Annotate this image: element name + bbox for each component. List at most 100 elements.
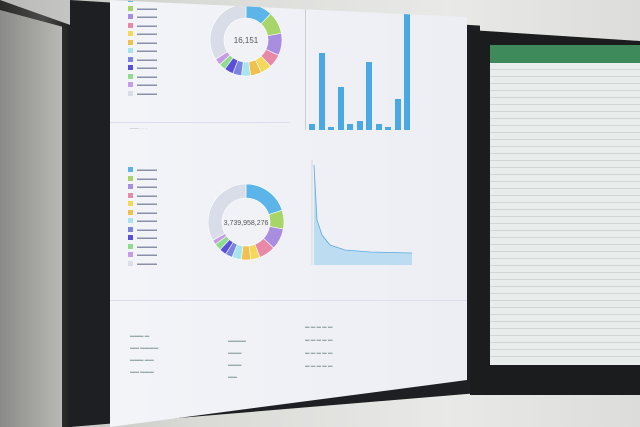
legend-swatch bbox=[128, 48, 133, 54]
legend-item: ▬▬▬▬ bbox=[128, 243, 157, 252]
bar bbox=[394, 99, 401, 130]
donut-segment bbox=[208, 183, 247, 241]
donut-center-value: 16,151 bbox=[234, 36, 259, 45]
spreadsheet-row bbox=[490, 350, 640, 357]
table-middle: ▬▬▬▬ ▬▬▬ ▬▬▬ ▬▬ bbox=[228, 338, 246, 379]
spreadsheet-row bbox=[490, 343, 640, 350]
donut-chart-top: 16,151 bbox=[209, 3, 283, 77]
bar bbox=[385, 126, 391, 130]
legend-item: ▬▬▬▬ bbox=[128, 5, 157, 14]
legend-item: ▬▬▬▬ bbox=[128, 251, 157, 260]
spreadsheet-row bbox=[490, 63, 640, 70]
legend-swatch bbox=[128, 14, 133, 20]
legend-item: ▬▬▬▬ bbox=[128, 22, 157, 31]
bar bbox=[404, 6, 410, 130]
donut-chart-bottom: 3,739,958,276 bbox=[208, 183, 285, 261]
spreadsheet-row bbox=[490, 119, 640, 126]
donut-segment bbox=[209, 3, 247, 60]
legend-item: ▬▬▬▬ bbox=[128, 0, 157, 5]
area-series bbox=[314, 165, 412, 265]
legend-item: ▬▬▬▬ bbox=[128, 183, 157, 192]
legend-swatch bbox=[128, 252, 133, 258]
spreadsheet-ribbon bbox=[490, 45, 640, 63]
legend-item: ▬▬▬▬ bbox=[128, 217, 157, 226]
bar bbox=[366, 61, 372, 130]
spreadsheet-row bbox=[490, 77, 640, 84]
legend-item: ▬▬▬▬ bbox=[128, 73, 157, 82]
spreadsheet-row bbox=[490, 224, 640, 231]
bar bbox=[375, 123, 382, 130]
spreadsheet-row bbox=[490, 329, 640, 336]
legend-bottom: ▬▬▬▬ ▬▬▬▬ ▬▬▬▬ ▬▬▬▬ ▬▬▬▬ ▬▬▬▬ ▬▬▬▬ ▬▬▬▬ ▬▬▬▬ ▬▬▬▬… bbox=[128, 166, 157, 268]
spreadsheet-row bbox=[490, 252, 640, 259]
spreadsheet-row bbox=[490, 259, 640, 266]
legend-swatch bbox=[128, 167, 133, 173]
donut-segment bbox=[245, 183, 283, 215]
legend-item: ▬▬▬▬ bbox=[128, 13, 157, 22]
spreadsheet-row bbox=[490, 294, 640, 301]
spreadsheet-row bbox=[490, 175, 640, 182]
spreadsheet-row bbox=[490, 98, 640, 105]
legend-swatch bbox=[128, 73, 133, 79]
spreadsheet-row bbox=[490, 126, 640, 133]
legend-swatch bbox=[128, 201, 133, 207]
legend-swatch bbox=[128, 192, 133, 198]
legend-item: ▬▬▬▬ bbox=[128, 39, 157, 48]
spreadsheet-row bbox=[490, 105, 640, 112]
legend-swatch bbox=[128, 90, 133, 96]
bar bbox=[356, 120, 363, 130]
legend-swatch bbox=[128, 31, 133, 37]
legend-swatch bbox=[128, 184, 133, 190]
spreadsheet-screen bbox=[490, 45, 640, 365]
spreadsheet-row bbox=[490, 280, 640, 287]
spreadsheet-row bbox=[490, 203, 640, 210]
bar bbox=[347, 123, 353, 130]
section-label: —— · · · bbox=[130, 126, 148, 131]
legend-swatch bbox=[128, 226, 133, 232]
area-chart bbox=[311, 160, 413, 265]
legend-swatch bbox=[128, 65, 133, 71]
legend-item: ▬▬▬▬ bbox=[128, 175, 157, 184]
table-right: ▬ ▬ ▬ ▬ ▬ ▬ ▬ ▬ ▬ ▬ ▬ ▬ ▬ ▬ ▬ ▬ ▬ ▬ ▬ ▬ bbox=[305, 324, 333, 368]
legend-item: ▬▬▬▬ bbox=[128, 47, 157, 56]
spreadsheet-row bbox=[490, 84, 640, 91]
bar-chart bbox=[305, 0, 415, 132]
spreadsheet-row bbox=[490, 238, 640, 245]
legend-item: ▬▬▬▬ bbox=[128, 30, 157, 39]
legend-item: ▬▬▬▬ bbox=[128, 260, 157, 269]
legend-swatch bbox=[128, 0, 133, 3]
donut-center-value: 3,739,958,276 bbox=[224, 220, 269, 227]
legend-swatch bbox=[128, 260, 133, 266]
legend-swatch bbox=[128, 56, 133, 62]
legend-item: ▬▬▬▬ bbox=[128, 90, 157, 99]
bar bbox=[337, 86, 344, 130]
spreadsheet-row bbox=[490, 168, 640, 175]
spreadsheet-row bbox=[490, 196, 640, 203]
spreadsheet-row bbox=[490, 217, 640, 224]
dashboard-screen: ▬▬▬▬ ▬▬▬▬ ▬▬▬▬ ▬▬▬▬ ▬▬▬▬ ▬▬▬▬ ▬▬▬▬ ▬▬▬▬ ▬▬▬▬ ▬▬▬▬… bbox=[110, 0, 467, 427]
spreadsheet-row bbox=[490, 273, 640, 280]
spreadsheet-row bbox=[490, 245, 640, 252]
legend-swatch bbox=[128, 5, 133, 11]
spreadsheet-row bbox=[490, 161, 640, 168]
legend-item: ▬▬▬▬ bbox=[128, 64, 157, 73]
legend-item: ▬▬▬▬ bbox=[128, 226, 157, 235]
spreadsheet-row bbox=[490, 315, 640, 322]
legend-swatch bbox=[128, 243, 133, 249]
legend-item: ▬▬▬▬ bbox=[128, 209, 157, 218]
legend-item: ▬▬▬▬ bbox=[128, 56, 157, 65]
spreadsheet-row bbox=[490, 301, 640, 308]
spreadsheet-row bbox=[490, 231, 640, 238]
legend-item: ▬▬▬▬ bbox=[128, 200, 157, 209]
legend-swatch bbox=[128, 39, 133, 45]
legend-item: ▬▬▬▬ bbox=[128, 166, 157, 175]
spreadsheet-row bbox=[490, 287, 640, 294]
legend-swatch bbox=[128, 209, 133, 215]
legend-top: ▬▬▬▬ ▬▬▬▬ ▬▬▬▬ ▬▬▬▬ ▬▬▬▬ ▬▬▬▬ ▬▬▬▬ ▬▬▬▬ ▬▬▬▬ ▬▬▬▬… bbox=[128, 0, 157, 98]
legend-swatch bbox=[128, 218, 133, 224]
spreadsheet-row bbox=[490, 182, 640, 189]
spreadsheet-row bbox=[490, 189, 640, 196]
legend-swatch bbox=[128, 22, 133, 28]
spreadsheet-row bbox=[490, 140, 640, 147]
legend-swatch bbox=[128, 235, 133, 241]
